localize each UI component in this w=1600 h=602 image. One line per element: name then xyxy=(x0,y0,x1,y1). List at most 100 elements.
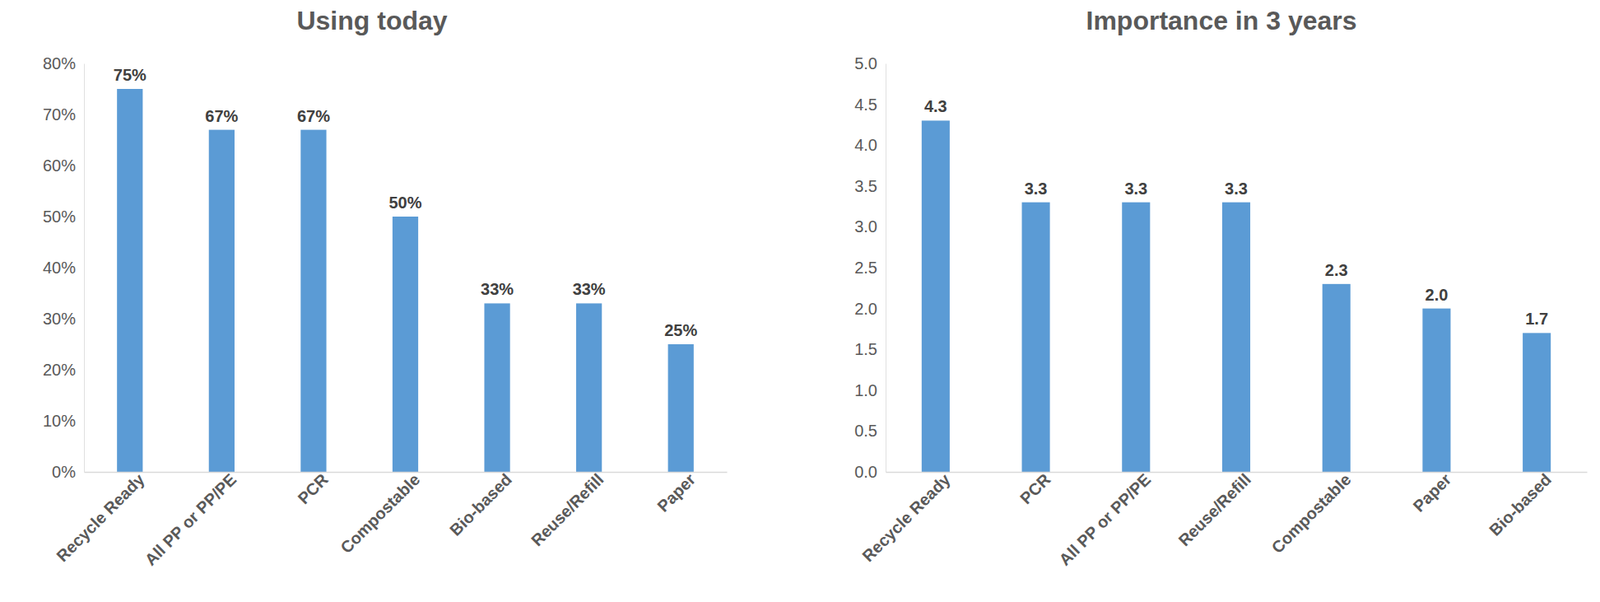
bar xyxy=(116,88,143,472)
data-label: 33% xyxy=(572,279,606,298)
y-tick: 4.5 xyxy=(854,95,886,114)
x-tick-label: Paper xyxy=(653,469,699,516)
bar xyxy=(209,130,235,472)
y-tick-label: 70% xyxy=(42,105,76,124)
bar xyxy=(921,120,950,472)
x-tick: Compostable xyxy=(336,469,424,557)
chart-canvas: Using today 0% 10% 20% 30% 40% 50% 60% 70% 80% Rec… xyxy=(0,0,1600,602)
bar xyxy=(576,302,602,472)
x-tick-label: PCR xyxy=(293,469,332,507)
data-label: 75% xyxy=(113,65,147,84)
y-tick-label: 2.5 xyxy=(854,258,878,277)
x-axis: Recycle Ready PCRAll PP or PP/PEReuse/Ref… xyxy=(858,469,1587,568)
y-tick: 2.0 xyxy=(854,299,886,318)
x-tick-label: PCR xyxy=(1016,469,1055,507)
y-tick-label: 4.0 xyxy=(854,135,878,154)
y-tick-label: 20% xyxy=(42,360,76,379)
x-axis: Recycle ReadyAll PP or PP/PE PCRCompostab… xyxy=(52,469,727,568)
bar xyxy=(1522,332,1551,472)
y-tick: 30% xyxy=(42,309,84,328)
chart-title: Using today xyxy=(296,5,447,36)
y-tick-label: 5.0 xyxy=(854,54,878,73)
bar xyxy=(1222,202,1251,472)
x-tick-label: Bio-based xyxy=(1485,469,1555,540)
x-tick: PCR xyxy=(293,469,332,507)
x-tick: Paper xyxy=(1409,469,1455,516)
y-tick: 0% xyxy=(51,462,84,481)
x-tick: Reuse/Refill xyxy=(527,469,608,550)
data-label: 67% xyxy=(297,106,331,126)
y-tick-label: 60% xyxy=(42,156,76,175)
data-label: 2.0 xyxy=(1425,285,1449,304)
bar xyxy=(1121,202,1150,472)
y-axis-line xyxy=(885,64,887,473)
y-tick: 2.5 xyxy=(854,258,886,277)
y-tick-label: 4.5 xyxy=(854,95,878,114)
y-tick-label: 0% xyxy=(51,462,76,481)
bar xyxy=(668,344,694,472)
x-tick: Recycle Ready xyxy=(52,469,149,565)
x-tick: Bio-based xyxy=(1485,469,1555,540)
x-tick-label: Reuse/Refill xyxy=(527,469,608,550)
x-tick-label: Paper xyxy=(1409,469,1455,516)
y-tick: 40% xyxy=(42,258,84,277)
data-label: 33% xyxy=(480,279,514,298)
data-label: 3.3 xyxy=(1224,179,1248,198)
x-tick: Recycle Ready xyxy=(858,469,954,565)
data-label: 50% xyxy=(388,193,422,212)
y-tick: 70% xyxy=(42,105,84,124)
x-tick-label: Compostable xyxy=(1267,469,1354,557)
y-tick-label: 1.5 xyxy=(854,339,878,359)
bars xyxy=(921,120,1551,472)
y-tick-label: 30% xyxy=(42,309,76,328)
y-tick-label: 80% xyxy=(42,54,76,73)
data-labels: 4.33.33.33.32.32.01.7 xyxy=(924,97,1549,328)
bars xyxy=(116,88,694,472)
y-tick-label: 40% xyxy=(42,258,76,277)
y-tick: 1.0 xyxy=(854,381,886,400)
y-axis: 0.0 0.5 1.0 1.5 2.0 2.5 3.0 3.5 4.0 4.5 5.0 xyxy=(854,54,886,481)
y-tick: 60% xyxy=(42,156,84,175)
panel: Importance in 3 years 0.0 0.5 1.0 1.5 2.0 2.5 3… xyxy=(854,5,1587,569)
x-tick: Compostable xyxy=(1267,469,1354,557)
y-tick: 5.0 xyxy=(854,54,886,73)
data-labels: 75% 67% 67% 50% 33% 33% 25% xyxy=(113,65,698,340)
x-tick: Paper xyxy=(653,469,699,516)
x-tick-label: Recycle Ready xyxy=(858,469,954,565)
data-label: 3.3 xyxy=(1124,179,1148,198)
x-tick-label: All PP or PP/PE xyxy=(140,469,240,569)
y-tick-label: 0.0 xyxy=(854,462,878,481)
x-tick-label: Reuse/Refill xyxy=(1174,469,1255,550)
data-label: 25% xyxy=(664,320,698,340)
y-tick: 3.5 xyxy=(854,176,886,196)
x-axis-line xyxy=(84,471,728,474)
x-tick-label: Compostable xyxy=(336,469,424,557)
y-tick: 50% xyxy=(42,207,84,226)
x-tick: Bio-based xyxy=(446,469,516,540)
x-tick-label: All PP or PP/PE xyxy=(1055,469,1154,569)
y-tick-label: 50% xyxy=(42,207,76,226)
y-tick: 0.5 xyxy=(854,421,886,440)
x-tick: Reuse/Refill xyxy=(1174,469,1255,550)
x-tick: All PP or PP/PE xyxy=(140,469,240,569)
y-tick: 3.0 xyxy=(854,217,886,236)
data-label: 67% xyxy=(204,106,238,126)
x-tick-label: Recycle Ready xyxy=(52,469,149,565)
data-label: 4.3 xyxy=(924,97,948,116)
y-tick: 1.5 xyxy=(854,339,886,359)
panel: Using today 0% 10% 20% 30% 40% 50% 60% 70% 80% Rec… xyxy=(42,5,728,569)
y-tick: 10% xyxy=(42,411,84,430)
x-tick-label: Bio-based xyxy=(446,469,516,540)
x-axis-line xyxy=(886,471,1588,474)
bar xyxy=(1322,283,1351,472)
bar xyxy=(1022,202,1051,472)
y-axis: 0% 10% 20% 30% 40% 50% 60% 70% 80% xyxy=(42,54,85,481)
chart-title: Importance in 3 years xyxy=(1085,5,1357,36)
y-tick-label: 3.5 xyxy=(854,176,878,196)
y-tick-label: 0.5 xyxy=(854,421,878,440)
y-tick-label: 2.0 xyxy=(854,299,878,318)
y-tick: 80% xyxy=(42,54,84,73)
data-label: 2.3 xyxy=(1325,260,1349,280)
bar xyxy=(300,130,326,472)
y-axis-line xyxy=(83,64,85,473)
